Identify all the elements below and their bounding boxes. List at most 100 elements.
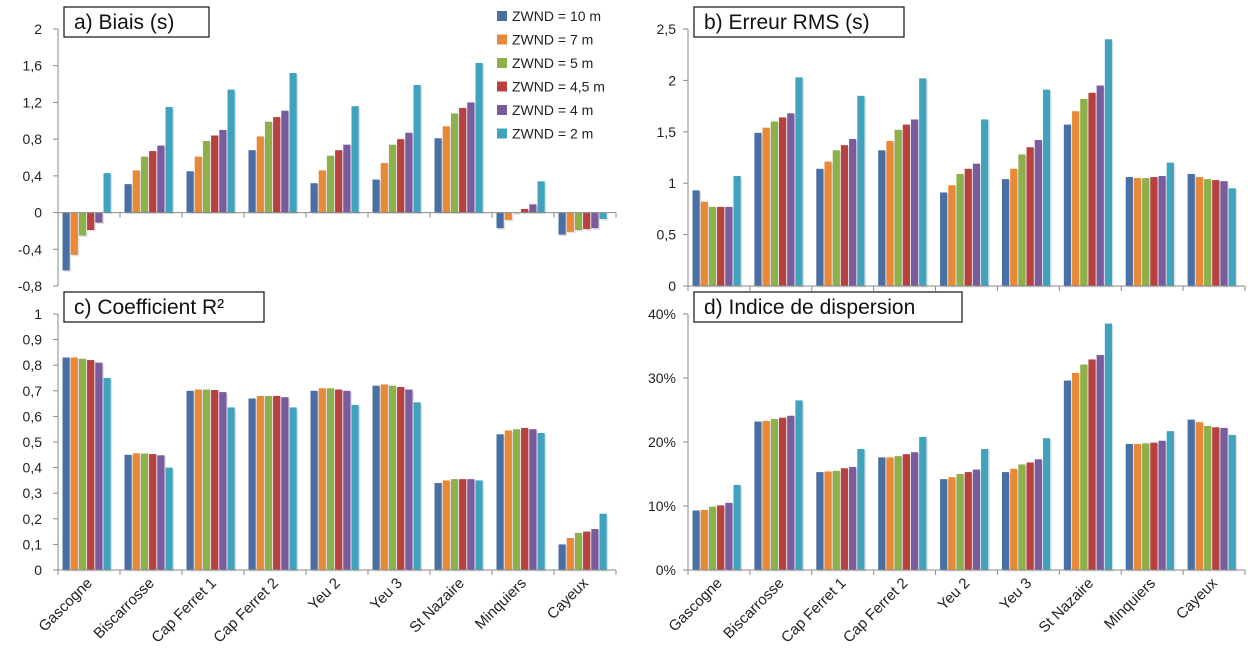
bar-yeu-3-s5 [1042,438,1051,570]
bar-biscarrosse-s1 [762,127,770,286]
bar-st-nazaire-s0 [434,482,442,570]
bar-cap-ferret-2-s0 [878,150,886,286]
bar-cap-ferret-2-s5 [919,78,927,287]
bar-yeu-2-s1 [948,477,956,570]
bar-yeu-2-s2 [956,474,964,570]
bar-cap-ferret-1-s2 [832,470,840,570]
bar-cap-ferret-1-s4 [219,392,227,570]
bar-biscarrosse-s2 [140,453,149,570]
bar-st-nazaire-s3 [1088,92,1096,287]
bar-minquiers-s1 [1133,178,1142,286]
bar-minquiers-s5 [1166,162,1174,286]
bar-minquiers-s5 [537,181,545,213]
bar-biscarrosse-s0 [754,132,762,286]
legend-swatch [497,81,507,92]
bar-cap-ferret-2-s1 [256,395,264,570]
bar-minquiers-s4 [529,429,537,570]
category-label: Biscarrosse [90,575,157,642]
bar-biscarrosse-s3 [149,454,157,570]
y-tick-label: 2,5 [657,21,677,37]
bar-biscarrosse-s4 [157,455,165,570]
category-label: Yeu 3 [367,575,406,614]
y-tick-label: 0,3 [23,485,43,501]
bar-yeu-3-s0 [1001,179,1010,286]
bar-minquiers-s4 [529,204,537,213]
bar-st-nazaire-s0 [434,138,442,213]
bar-gascogne-s4 [95,362,103,570]
bar-cayeux-s0 [1187,419,1195,570]
bar-cap-ferret-1-s4 [849,466,857,570]
bar-cap-ferret-1-s2 [202,140,211,213]
bar-cap-ferret-2-s0 [248,398,256,570]
chart-panel-1: 2,5 2 1,5 1 0,5 0 b) Erreur RMS (s) [657,6,1246,294]
bar-yeu-3-s5 [1042,89,1051,286]
bar-cap-ferret-2-s3 [902,124,910,286]
bar-st-nazaire-s3 [1088,359,1096,570]
bar-cayeux-s1 [1195,177,1204,286]
bar-cayeux-s4 [591,212,599,229]
bar-gascogne-s5 [103,378,111,570]
bar-cap-ferret-1-s3 [211,390,219,570]
bar-cap-ferret-1-s0 [186,390,194,570]
y-tick-label: 0,4 [23,168,43,184]
bar-yeu-3-s0 [372,179,380,213]
bar-cayeux-s2 [1204,426,1212,570]
bar-biscarrosse-s3 [778,417,787,570]
category-label: Cap Ferret 2 [210,575,282,647]
bar-gascogne-s4 [725,206,733,286]
bar-minquiers-s0 [496,434,504,570]
bar-yeu-2-s2 [326,388,335,570]
category-label: Gascogne [665,575,725,635]
bar-yeu-3-s5 [413,84,421,213]
panel-title: c) Coefficient R² [74,296,224,319]
bar-yeu-3-s1 [380,384,388,570]
bar-cap-ferret-2-s2 [894,456,902,570]
bar-cap-ferret-2-s2 [264,395,273,570]
bar-gascogne-s4 [95,212,103,223]
bar-yeu-2-s0 [310,390,318,570]
y-tick-label: 0% [656,562,676,578]
bar-gascogne-s4 [725,502,733,570]
bar-cayeux-s3 [583,531,591,570]
bar-yeu-2-s5 [981,449,989,570]
legend-swatch [497,128,507,139]
bar-st-nazaire-s4 [1096,354,1104,570]
bar-gascogne-s3 [87,360,95,570]
bar-st-nazaire-s2 [1080,364,1088,570]
y-tick-label: 1,5 [657,124,677,140]
panel-title-box [63,6,210,38]
bar-cap-ferret-2-s0 [878,457,886,570]
category-label: Yeu 2 [305,575,344,614]
bar-gascogne-s0 [692,190,700,286]
bar-cayeux-s0 [558,544,566,570]
bar-yeu-2-s5 [351,404,359,570]
bar-yeu-2-s5 [351,106,359,213]
bar-gascogne-s5 [103,173,111,213]
bar-minquiers-s2 [1142,443,1150,570]
bar-minquiers-s4 [1158,440,1166,570]
y-tick-label: 0,4 [23,460,43,476]
bar-biscarrosse-s4 [157,145,165,213]
bar-biscarrosse-s0 [124,184,132,213]
bar-gascogne-s0 [62,212,70,271]
bar-biscarrosse-s5 [165,467,173,570]
bar-cayeux-s0 [1187,173,1195,286]
legend: ZWND = 10 m ZWND = 7 m ZWND = 5 m ZWND = 4,… [497,8,605,142]
legend-label: ZWND = 2 m [512,126,593,142]
bar-cayeux-s3 [583,212,591,230]
category-label: Gascogne [35,575,95,635]
y-tick-label: 1 [668,175,676,191]
bar-gascogne-s3 [717,206,725,286]
bar-biscarrosse-s0 [124,454,132,570]
bar-gascogne-s2 [708,206,717,286]
bar-cap-ferret-1-s5 [857,449,865,570]
bar-yeu-3-s1 [1010,168,1018,286]
bar-gascogne-s2 [78,358,87,570]
y-tick-label: 20% [648,434,676,450]
category-label: Yeu 3 [996,575,1035,614]
bar-cap-ferret-2-s4 [281,110,289,213]
bar-yeu-3-s2 [388,144,397,213]
panel-title: d) Indice de dispersion [704,296,915,319]
